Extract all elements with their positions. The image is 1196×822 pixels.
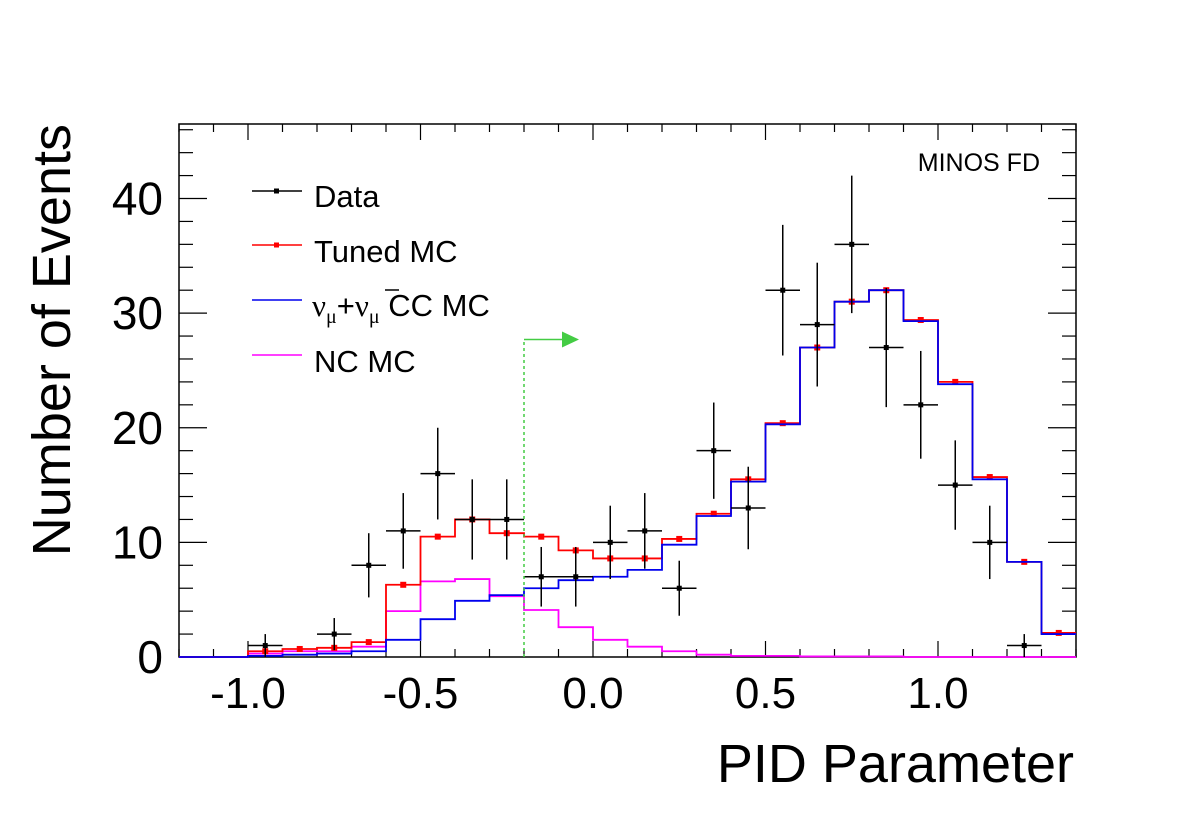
data-point [1007,634,1042,657]
series-tuned-point [986,474,993,481]
x-axis-label: PID Parameter [717,734,1074,794]
data-point-marker [676,585,682,591]
data-point-marker [607,539,613,545]
data-point [386,493,421,569]
data-point [558,546,593,607]
data-point-marker [918,402,924,408]
series-tuned-point [296,645,303,652]
series-tuned-point [538,533,545,540]
data-point-marker [814,322,820,328]
x-tick-label: 0.5 [735,669,796,718]
data-point-marker [435,471,441,477]
series-nc-histogram [179,578,1076,658]
legend-entry-nc-mc: NC MC [252,344,416,379]
data-point [489,479,524,560]
data-point-marker [1021,643,1027,649]
data-point-marker [849,241,855,247]
x-tick-label: -1.0 [210,669,286,718]
data-point-marker [883,345,889,351]
data-point [248,634,283,657]
legend: Data Tuned MC νμ+νμ CC MC NC MC [252,179,490,379]
data-point-marker [400,528,406,534]
y-tick-label: 0 [137,631,163,683]
data-point [834,175,869,314]
data-point [627,493,662,569]
data-point-marker [711,448,717,454]
y-tick-label: 10 [112,516,163,568]
legend-entry-cc-mc: νμ+νμ CC MC [252,288,490,328]
legend-tuned-marker [274,242,279,248]
data-point [593,505,628,580]
data-point-marker [262,643,268,649]
data-point [938,440,973,530]
data-point-marker [504,516,510,522]
data-point [800,262,835,387]
data-point [351,533,386,598]
annotation-label: MINOS FD [918,149,1040,177]
series-cc-histogram [179,289,1076,658]
data-point [972,505,1007,580]
data-point-marker [642,528,648,534]
series-tuned-point [917,317,924,324]
y-tick-label: 30 [112,287,163,339]
data-point [420,427,455,520]
legend-cc-label: νμ+νμ CC MC [312,288,490,328]
data-point [869,287,904,408]
data-point-marker [987,539,993,545]
data-point-marker [538,574,544,580]
x-tick-label: 0.0 [562,669,623,718]
y-axis-ticks: 0 10 20 30 40 [112,129,1076,683]
data-point [455,479,490,560]
series-tuned-point [400,581,407,588]
legend-nc-label: NC MC [314,344,416,379]
data-point [696,402,731,499]
series-tuned-point [365,639,372,646]
y-axis-label: Number of Events [22,124,82,556]
cut-arrow-head [562,331,579,348]
series-tuned-point [1055,629,1062,636]
x-tick-label: 1.0 [907,669,968,718]
data-point [765,224,800,356]
data-point [731,466,766,550]
data-point-marker [366,562,372,568]
data-point-marker [952,482,958,488]
series-tuned-point [779,420,786,427]
data-point [524,546,559,607]
legend-entry-tuned-mc: Tuned MC [252,234,458,269]
data-point-marker [469,516,475,522]
x-tick-label: -0.5 [383,669,459,718]
data-point-marker [780,287,786,293]
data-point-marker [331,631,337,637]
x-axis-ticks: -1.0 -0.5 0.0 0.5 1.0 [178,124,1077,718]
series-layer [179,175,1076,658]
data-point-marker [573,574,579,580]
y-tick-label: 20 [112,402,163,454]
legend-tuned-label: Tuned MC [314,234,458,269]
y-tick-label: 40 [112,173,163,225]
series-tuned-point [952,378,959,385]
data-point [662,560,697,616]
legend-data-marker [274,188,279,194]
series-tuned-point [676,535,683,542]
data-point [317,618,352,651]
legend-entry-data: Data [252,179,380,214]
series-tuned-point [710,510,717,517]
data-point [903,350,938,459]
data-point-marker [745,505,751,511]
series-tuned-point [434,533,441,540]
legend-data-label: Data [314,179,380,214]
cut-marker [523,331,579,657]
